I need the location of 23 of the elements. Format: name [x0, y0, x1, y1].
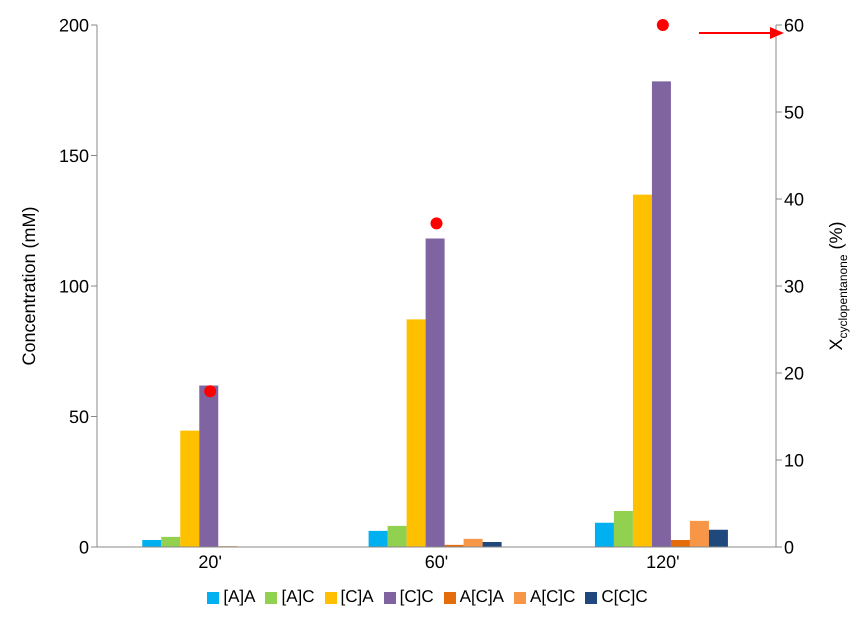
legend-label: A[C]C	[530, 587, 576, 606]
x-tick-label: 20'	[198, 552, 222, 572]
y2-tick-label: 40	[784, 189, 804, 210]
legend-label: [A]A	[223, 587, 256, 606]
y-axis-title: Concentration (mM)	[18, 206, 39, 366]
y-tick-label: 200	[58, 15, 89, 36]
y-tick-label: 0	[78, 537, 89, 558]
y2-tick-label: 60	[784, 15, 804, 36]
y-tick-label: 100	[58, 276, 89, 296]
y2-tick-label: 0	[784, 537, 794, 558]
legend-label: [A]C	[281, 587, 315, 606]
legend-label: [C]A	[340, 587, 374, 606]
y2-tick-label: 50	[784, 102, 804, 122]
y-tick-label: 150	[58, 146, 89, 166]
y2-tick-label: 10	[784, 450, 804, 470]
y-tick-label: 50	[68, 406, 89, 427]
y2-tick-label: 20	[784, 363, 804, 384]
legend-label: C[C]C	[601, 587, 648, 606]
x-tick-label: 60'	[424, 552, 448, 572]
x-tick-label: 120'	[646, 552, 680, 572]
y2-tick-label: 30	[784, 276, 804, 296]
legend-label: [C]C	[400, 587, 434, 606]
legend-label: A[C]A	[460, 587, 504, 606]
